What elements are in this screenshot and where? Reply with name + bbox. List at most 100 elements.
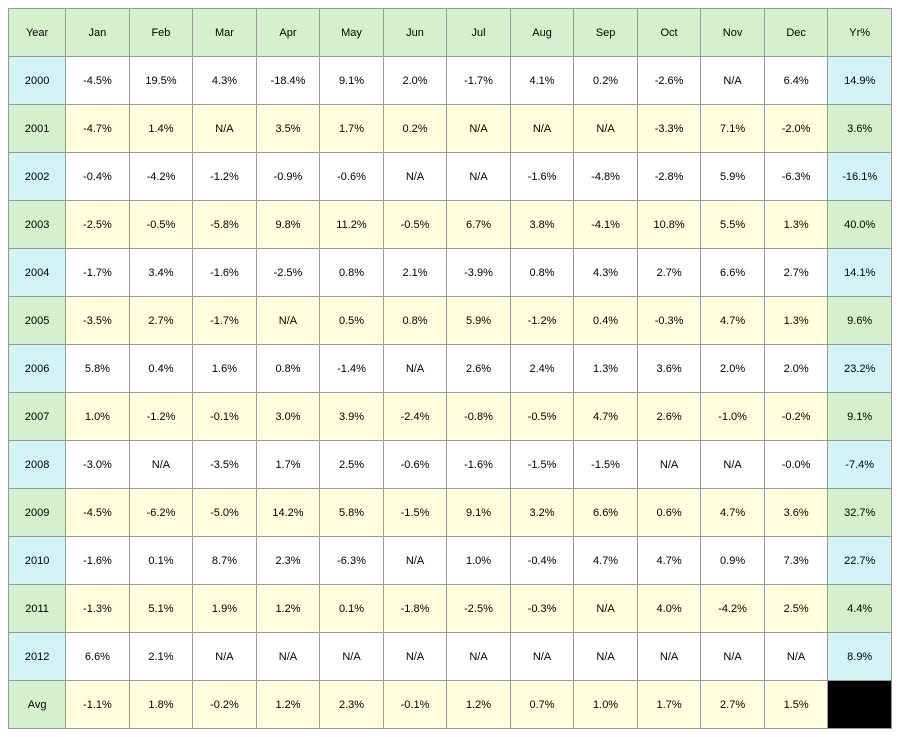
value-cell: 1.3% [764, 201, 828, 249]
year-total-cell: 32.7% [828, 489, 892, 537]
value-cell: N/A [256, 297, 320, 345]
value-cell: -1.5% [510, 441, 574, 489]
value-cell: 2.0% [701, 345, 765, 393]
value-cell: -1.3% [66, 585, 130, 633]
year-cell: 2001 [9, 105, 66, 153]
value-cell: 2.4% [510, 345, 574, 393]
value-cell: -0.9% [256, 153, 320, 201]
value-cell: -0.2% [764, 393, 828, 441]
value-cell: N/A [447, 153, 511, 201]
col-header-may: May [320, 9, 384, 57]
value-cell: 5.8% [66, 345, 130, 393]
value-cell: 2.6% [447, 345, 511, 393]
value-cell: 4.1% [510, 57, 574, 105]
value-cell: -0.4% [510, 537, 574, 585]
value-cell: N/A [637, 633, 701, 681]
value-cell: -4.2% [129, 153, 193, 201]
value-cell: -4.5% [66, 57, 130, 105]
value-cell: 9.1% [447, 489, 511, 537]
col-header-feb: Feb [129, 9, 193, 57]
value-cell: 1.4% [129, 105, 193, 153]
year-total-cell: 14.9% [828, 57, 892, 105]
value-cell: N/A [637, 441, 701, 489]
value-cell: 3.4% [129, 249, 193, 297]
value-cell: 0.8% [383, 297, 447, 345]
value-cell: -3.0% [66, 441, 130, 489]
col-header-jun: Jun [383, 9, 447, 57]
value-cell: N/A [510, 633, 574, 681]
value-cell: -0.1% [193, 393, 257, 441]
value-cell: -1.4% [320, 345, 384, 393]
value-cell: -1.7% [447, 57, 511, 105]
year-total-cell: -16.1% [828, 153, 892, 201]
value-cell: 3.6% [637, 345, 701, 393]
col-header-jan: Jan [66, 9, 130, 57]
value-cell: -1.2% [129, 393, 193, 441]
avg-label-cell: Avg [9, 681, 66, 729]
value-cell: -0.5% [510, 393, 574, 441]
value-cell: 0.8% [256, 345, 320, 393]
value-cell: 4.7% [701, 489, 765, 537]
avg-value-cell: -1.1% [66, 681, 130, 729]
value-cell: -1.6% [510, 153, 574, 201]
avg-value-cell: 2.7% [701, 681, 765, 729]
value-cell: -2.4% [383, 393, 447, 441]
value-cell: 3.2% [510, 489, 574, 537]
avg-value-cell: 1.8% [129, 681, 193, 729]
value-cell: 0.1% [129, 537, 193, 585]
value-cell: 9.1% [320, 57, 384, 105]
avg-row: Avg-1.1%1.8%-0.2%1.2%2.3%-0.1%1.2%0.7%1.… [9, 681, 892, 729]
value-cell: 3.8% [510, 201, 574, 249]
value-cell: 5.8% [320, 489, 384, 537]
value-cell: 1.0% [447, 537, 511, 585]
value-cell: N/A [129, 441, 193, 489]
table-row: 20126.6%2.1%N/AN/AN/AN/AN/AN/AN/AN/AN/AN… [9, 633, 892, 681]
year-cell: 2008 [9, 441, 66, 489]
value-cell: -0.3% [510, 585, 574, 633]
value-cell: 2.0% [383, 57, 447, 105]
value-cell: N/A [701, 633, 765, 681]
value-cell: -1.8% [383, 585, 447, 633]
value-cell: 1.3% [574, 345, 638, 393]
value-cell: 1.3% [764, 297, 828, 345]
value-cell: 2.6% [637, 393, 701, 441]
value-cell: 2.0% [764, 345, 828, 393]
col-header-sep: Sep [574, 9, 638, 57]
value-cell: N/A [764, 633, 828, 681]
col-header-oct: Oct [637, 9, 701, 57]
value-cell: 7.1% [701, 105, 765, 153]
col-header-nov: Nov [701, 9, 765, 57]
value-cell: 0.9% [701, 537, 765, 585]
value-cell: 3.5% [256, 105, 320, 153]
year-total-cell: 3.6% [828, 105, 892, 153]
value-cell: 5.5% [701, 201, 765, 249]
value-cell: N/A [510, 105, 574, 153]
year-cell: 2011 [9, 585, 66, 633]
value-cell: -4.1% [574, 201, 638, 249]
value-cell: -1.6% [447, 441, 511, 489]
value-cell: -2.5% [447, 585, 511, 633]
value-cell: 2.7% [637, 249, 701, 297]
value-cell: -2.6% [637, 57, 701, 105]
table-row: 2004-1.7%3.4%-1.6%-2.5%0.8%2.1%-3.9%0.8%… [9, 249, 892, 297]
table-row: 20065.8%0.4%1.6%0.8%-1.4%N/A2.6%2.4%1.3%… [9, 345, 892, 393]
value-cell: N/A [383, 153, 447, 201]
value-cell: N/A [383, 537, 447, 585]
table-row: 2005-3.5%2.7%-1.7%N/A0.5%0.8%5.9%-1.2%0.… [9, 297, 892, 345]
value-cell: 6.6% [66, 633, 130, 681]
value-cell: N/A [701, 57, 765, 105]
value-cell: -3.5% [66, 297, 130, 345]
value-cell: -0.5% [383, 201, 447, 249]
value-cell: 3.0% [256, 393, 320, 441]
value-cell: 0.8% [510, 249, 574, 297]
avg-value-cell: 1.7% [637, 681, 701, 729]
value-cell: -3.3% [637, 105, 701, 153]
value-cell: N/A [383, 345, 447, 393]
value-cell: -6.2% [129, 489, 193, 537]
value-cell: 0.2% [574, 57, 638, 105]
value-cell: 2.3% [256, 537, 320, 585]
year-total-cell: 23.2% [828, 345, 892, 393]
value-cell: -0.6% [383, 441, 447, 489]
value-cell: 4.3% [193, 57, 257, 105]
value-cell: -4.2% [701, 585, 765, 633]
